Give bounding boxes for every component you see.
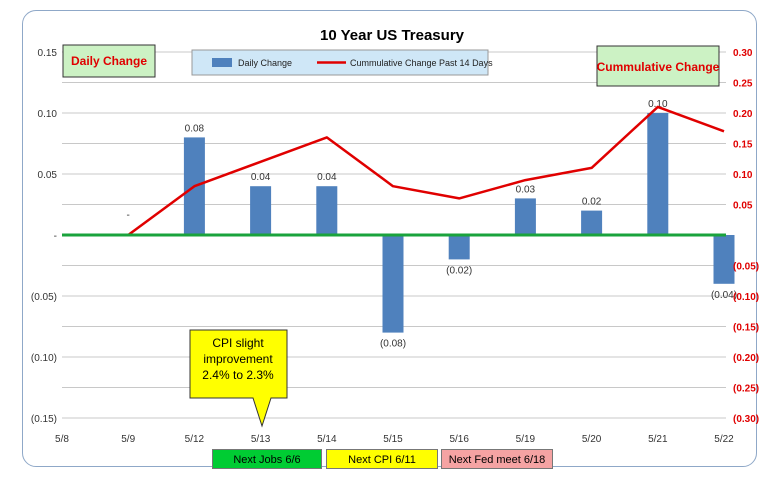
left-tick-label: (0.10) xyxy=(31,353,57,364)
legend: Daily Change Cummulative Change Past 14 … xyxy=(191,49,493,76)
legend-entry-daily-change: Daily Change xyxy=(238,58,292,68)
left-tick-label: 0.10 xyxy=(38,109,58,120)
bar-label-5/22: (0.04) xyxy=(711,290,737,301)
x-tick-label: 5/22 xyxy=(714,434,734,445)
right-tick-label: (0.25) xyxy=(733,384,759,395)
next-jobs-tag: Next Jobs 6/6 xyxy=(212,449,322,469)
legend-bar-swatch xyxy=(212,58,232,67)
next-cpi-tag: Next CPI 6/11 xyxy=(326,449,438,469)
legend-entry-cumulative: Cummulative Change Past 14 Days xyxy=(350,58,493,68)
bar-label-5/20: 0.02 xyxy=(582,197,602,208)
right-tick-label: (0.15) xyxy=(733,323,759,334)
bar-5/14 xyxy=(316,186,338,235)
callout-line-3: 2.4% to 2.3% xyxy=(202,368,274,382)
bar-label-5/14: 0.04 xyxy=(317,172,337,183)
bar-label-5/9: - xyxy=(127,210,130,221)
callout-line-2: improvement xyxy=(203,352,273,366)
right-tick-label: (0.30) xyxy=(733,414,759,425)
right-tick-label: 0.05 xyxy=(733,201,753,212)
bar-label-5/16: (0.02) xyxy=(446,265,472,276)
bar-label-5/19: 0.03 xyxy=(516,184,536,195)
daily-change-label: Daily Change xyxy=(71,54,147,68)
bar-5/21 xyxy=(647,113,669,235)
left-tick-label: (0.15) xyxy=(31,414,57,425)
bar-5/16 xyxy=(448,235,470,260)
next-fed-meet-tag: Next Fed meet 6/18 xyxy=(441,449,553,469)
x-tick-label: 5/14 xyxy=(317,434,337,445)
x-tick-label: 5/21 xyxy=(648,434,668,445)
x-tick-label: 5/16 xyxy=(449,434,469,445)
right-tick-label: (0.20) xyxy=(733,353,759,364)
cumulative-change-label: Cummulative Change xyxy=(597,60,720,74)
right-tick-label: (0.10) xyxy=(733,292,759,303)
bar-5/13 xyxy=(250,186,272,235)
bar-series xyxy=(183,113,735,333)
right-tick-label: 0.15 xyxy=(733,140,753,151)
left-axis-ticks: 0.15 0.10 0.05 - (0.05) (0.10) (0.15) xyxy=(31,48,58,425)
x-tick-label: 5/20 xyxy=(582,434,602,445)
bar-5/22 xyxy=(713,235,735,284)
right-axis-ticks: 0.30 0.25 0.20 0.15 0.10 0.05 (0.05) (0.10) (0.1… xyxy=(733,48,759,425)
left-tick-label: 0.05 xyxy=(38,170,58,181)
x-axis-ticks: 5/8 5/9 5/12 5/13 5/14 5/15 5/16 5/19 5/20 5/21 5/… xyxy=(55,434,734,445)
daily-change-label-box: Daily Change xyxy=(62,44,156,78)
x-tick-label: 5/15 xyxy=(383,434,403,445)
left-tick-label: - xyxy=(54,231,57,242)
chart-title: 10 Year US Treasury xyxy=(320,27,465,44)
bar-data-labels: - 0.08 0.04 0.04 (0.08) (0.02) 0.03 0.02 0.10 (0.… xyxy=(127,99,738,350)
bar-label-5/21: 0.10 xyxy=(648,99,668,110)
x-tick-label: 5/9 xyxy=(121,434,135,445)
right-tick-label: 0.20 xyxy=(733,109,753,120)
bar-5/15 xyxy=(382,235,404,333)
cpi-callout-text: CPI slight improvement 2.4% to 2.3% xyxy=(193,335,283,383)
cpi-callout-shape xyxy=(189,329,288,428)
x-tick-label: 5/12 xyxy=(185,434,205,445)
bar-5/20 xyxy=(581,210,603,235)
x-tick-label: 5/13 xyxy=(251,434,271,445)
left-tick-label: 0.15 xyxy=(38,48,58,59)
line-series xyxy=(62,105,726,237)
x-tick-label: 5/19 xyxy=(516,434,536,445)
right-tick-label: 0.30 xyxy=(733,48,753,59)
bar-label-5/13: 0.04 xyxy=(251,172,271,183)
right-tick-label: (0.05) xyxy=(733,262,759,273)
callout-line-1: CPI slight xyxy=(212,336,264,350)
cumulative-change-line xyxy=(62,105,725,237)
bar-5/19 xyxy=(514,198,536,235)
x-tick-label: 5/8 xyxy=(55,434,69,445)
right-tick-label: 0.25 xyxy=(733,79,753,90)
cumulative-change-label-box: Cummulative Change xyxy=(596,45,720,87)
bar-label-5/15: (0.08) xyxy=(380,339,406,350)
bar-label-5/12: 0.08 xyxy=(185,123,205,134)
right-tick-label: 0.10 xyxy=(733,170,753,181)
left-tick-label: (0.05) xyxy=(31,292,57,303)
